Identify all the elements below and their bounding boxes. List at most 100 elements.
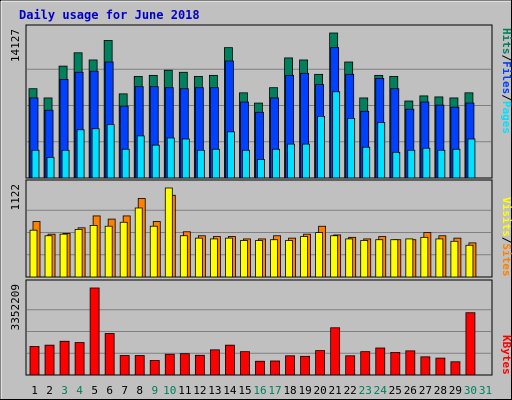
kbytes-bar xyxy=(330,327,341,376)
x-tick-label: 23 xyxy=(359,384,372,397)
x-tick-label: 31 xyxy=(479,384,492,397)
visits-bar xyxy=(240,240,248,278)
x-tick-label: 19 xyxy=(298,384,311,397)
kbytes-bar xyxy=(59,340,70,376)
kbytes-bar xyxy=(194,354,205,376)
x-tick-label: 26 xyxy=(404,384,417,397)
x-tick-label: 6 xyxy=(106,384,113,397)
visits-bar xyxy=(225,237,233,278)
pages-bar xyxy=(61,149,70,179)
kbytes-bar xyxy=(74,342,85,376)
visits-bar xyxy=(104,225,113,278)
visits-bar xyxy=(345,238,354,278)
x-tick-label: 18 xyxy=(283,384,296,397)
x-tick-label: 1 xyxy=(31,384,38,397)
x-tick-label: 20 xyxy=(314,384,327,397)
pages-bar xyxy=(181,138,190,179)
visits-bar xyxy=(119,221,128,278)
pages-bar xyxy=(227,131,235,179)
pages-bar xyxy=(272,148,280,179)
x-tick-label: 22 xyxy=(344,384,357,397)
pages-bar xyxy=(31,149,40,179)
kbytes-bar xyxy=(134,355,145,376)
visits-bar xyxy=(74,229,83,278)
visits-bar xyxy=(375,239,384,278)
pages-bar xyxy=(467,138,476,179)
pages-bar xyxy=(211,148,220,179)
x-tick-label: 11 xyxy=(178,384,191,397)
x-tick-label: 4 xyxy=(76,384,83,397)
kbytes-bar xyxy=(285,355,295,376)
pages-bar xyxy=(196,149,205,179)
x-tick-label: 10 xyxy=(163,384,176,397)
x-tick-label: 21 xyxy=(329,384,342,397)
kbytes-bar xyxy=(345,355,356,376)
pages-bar xyxy=(257,159,265,179)
visits-bar xyxy=(194,237,203,278)
visits-bar xyxy=(209,238,218,278)
pages-bar xyxy=(136,135,145,179)
visits-bar xyxy=(89,225,98,278)
visits-bar xyxy=(134,207,143,278)
pages-bar xyxy=(332,91,341,179)
visits-bar xyxy=(330,235,339,278)
ymax-label: 1122 xyxy=(9,184,22,211)
kbytes-bar xyxy=(390,352,401,376)
visits-bar xyxy=(315,232,324,278)
x-tick-label: 13 xyxy=(208,384,221,397)
kbytes-bar xyxy=(375,347,386,376)
kbytes-bar xyxy=(420,356,431,376)
pages-bar xyxy=(422,147,431,179)
ymax-label: 14127 xyxy=(9,29,22,62)
kbytes-bar xyxy=(149,360,160,376)
x-tick-label: 28 xyxy=(434,384,447,397)
kbytes-bar xyxy=(164,353,175,376)
kbytes-bar xyxy=(405,350,416,376)
pages-bar xyxy=(106,124,115,179)
pages-bar xyxy=(437,149,446,179)
right-series-label: Visits/Sites xyxy=(500,197,512,277)
x-tick-label: 30 xyxy=(464,384,477,397)
x-tick-label: 16 xyxy=(253,384,266,397)
visits-bar xyxy=(450,240,459,278)
pages-bar xyxy=(362,146,371,179)
visits-bar xyxy=(149,225,158,278)
x-tick-label: 9 xyxy=(151,384,158,397)
x-tick-label: 27 xyxy=(419,384,432,397)
chart-title: Daily usage for June 2018 xyxy=(19,8,200,22)
visits-bar xyxy=(390,239,399,278)
x-tick-label: 14 xyxy=(223,384,237,397)
x-tick-label: 29 xyxy=(449,384,462,397)
kbytes-bar xyxy=(44,344,55,376)
kbytes-bar xyxy=(179,353,190,376)
pages-bar xyxy=(166,137,175,179)
kbytes-bar xyxy=(29,346,40,376)
pages-bar xyxy=(407,149,416,179)
x-tick-label: 8 xyxy=(136,384,143,397)
kbytes-bar xyxy=(225,344,235,376)
visits-bar xyxy=(465,244,474,278)
pages-bar xyxy=(151,144,160,179)
x-tick-label: 7 xyxy=(121,384,128,397)
x-tick-label: 15 xyxy=(238,384,251,397)
x-tick-label: 24 xyxy=(374,384,388,397)
kbytes-bar xyxy=(270,360,280,376)
right-series-label: KBytes xyxy=(500,335,512,375)
pages-bar xyxy=(46,157,55,179)
pages-bar xyxy=(76,129,85,179)
x-tick-label: 25 xyxy=(389,384,402,397)
kbytes-bar xyxy=(435,357,446,376)
pages-bar xyxy=(317,116,326,179)
visits-bar xyxy=(44,235,53,278)
pages-bar xyxy=(347,118,356,179)
pages-bar xyxy=(287,143,295,179)
kbytes-bar xyxy=(360,351,371,376)
visits-bar xyxy=(285,240,293,278)
kbytes-bar xyxy=(240,351,250,376)
visits-bar xyxy=(255,240,263,278)
visits-bar xyxy=(420,236,429,278)
pages-bar xyxy=(91,128,100,179)
x-tick-label: 2 xyxy=(46,384,53,397)
pages-bar xyxy=(452,148,461,179)
